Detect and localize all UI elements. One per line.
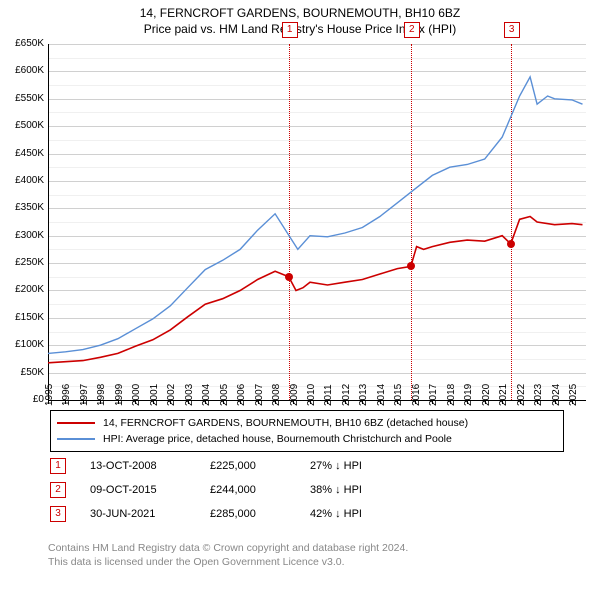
- y-tick-label: £650K: [2, 38, 44, 49]
- transaction-row: 2 09-OCT-2015 £244,000 38% ↓ HPI: [50, 482, 410, 498]
- y-tick-label: £0: [2, 394, 44, 405]
- series-hpi: [48, 77, 583, 354]
- y-tick-label: £250K: [2, 257, 44, 268]
- transaction-price: £225,000: [210, 460, 310, 472]
- y-tick-label: £500K: [2, 120, 44, 131]
- legend: 14, FERNCROFT GARDENS, BOURNEMOUTH, BH10…: [50, 410, 564, 452]
- y-tick-label: £300K: [2, 230, 44, 241]
- transaction-row: 3 30-JUN-2021 £285,000 42% ↓ HPI: [50, 506, 410, 522]
- y-tick-label: £150K: [2, 312, 44, 323]
- event-marker: 1: [282, 22, 298, 38]
- y-tick-label: £600K: [2, 65, 44, 76]
- chart-title-line1: 14, FERNCROFT GARDENS, BOURNEMOUTH, BH10…: [0, 6, 600, 20]
- legend-swatch-hpi: [57, 438, 95, 440]
- legend-item-hpi: HPI: Average price, detached house, Bour…: [57, 431, 557, 447]
- transaction-date: 09-OCT-2015: [90, 484, 210, 496]
- legend-item-property: 14, FERNCROFT GARDENS, BOURNEMOUTH, BH10…: [57, 415, 557, 431]
- legend-label-property: 14, FERNCROFT GARDENS, BOURNEMOUTH, BH10…: [103, 417, 468, 429]
- event-dot: [507, 240, 515, 248]
- y-tick-label: £550K: [2, 93, 44, 104]
- footer-line1: Contains HM Land Registry data © Crown c…: [48, 542, 408, 554]
- transaction-date: 13-OCT-2008: [90, 460, 210, 472]
- transaction-row: 1 13-OCT-2008 £225,000 27% ↓ HPI: [50, 458, 410, 474]
- transaction-marker: 3: [50, 506, 66, 522]
- chart-svg: [48, 44, 586, 400]
- event-marker: 2: [404, 22, 420, 38]
- y-tick-label: £200K: [2, 284, 44, 295]
- event-dot: [285, 273, 293, 281]
- transaction-delta: 27% ↓ HPI: [310, 460, 410, 472]
- transaction-marker: 2: [50, 482, 66, 498]
- y-tick-label: £350K: [2, 202, 44, 213]
- series-property: [48, 217, 583, 363]
- transaction-delta: 38% ↓ HPI: [310, 484, 410, 496]
- y-tick-label: £450K: [2, 148, 44, 159]
- y-tick-label: £400K: [2, 175, 44, 186]
- transaction-date: 30-JUN-2021: [90, 508, 210, 520]
- transaction-price: £285,000: [210, 508, 310, 520]
- footer-line2: This data is licensed under the Open Gov…: [48, 556, 345, 568]
- transaction-price: £244,000: [210, 484, 310, 496]
- event-dot: [407, 262, 415, 270]
- legend-swatch-property: [57, 422, 95, 424]
- event-marker: 3: [504, 22, 520, 38]
- transaction-marker: 1: [50, 458, 66, 474]
- transaction-delta: 42% ↓ HPI: [310, 508, 410, 520]
- y-tick-label: £100K: [2, 339, 44, 350]
- legend-label-hpi: HPI: Average price, detached house, Bour…: [103, 433, 452, 445]
- plot-area: £0£50K£100K£150K£200K£250K£300K£350K£400…: [48, 44, 586, 400]
- y-tick-label: £50K: [2, 367, 44, 378]
